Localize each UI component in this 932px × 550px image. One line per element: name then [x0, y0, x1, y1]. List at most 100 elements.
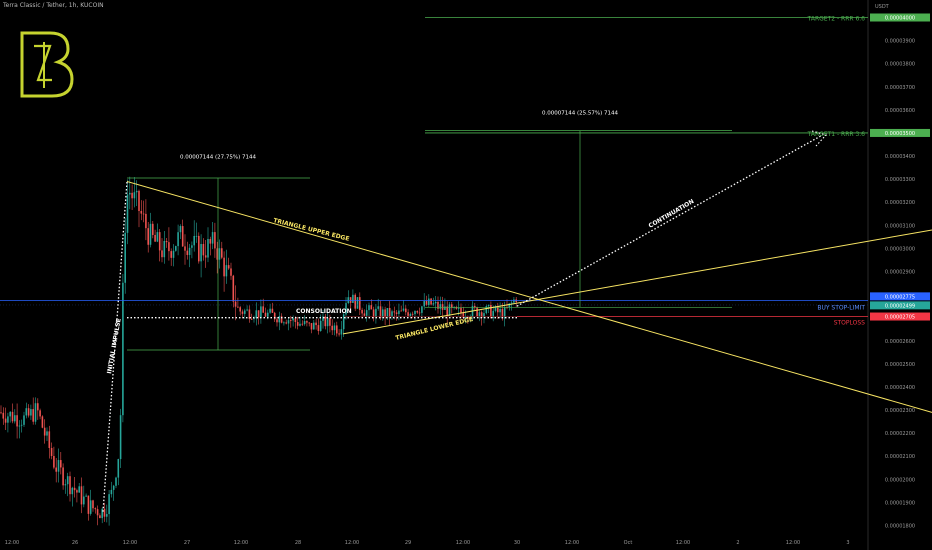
candle-body — [255, 310, 258, 319]
candle-body — [23, 415, 25, 425]
candle-body — [361, 309, 363, 314]
candle-body — [386, 307, 389, 318]
candle-body — [276, 319, 278, 323]
candle-body — [110, 489, 113, 495]
candle-body — [46, 431, 48, 436]
x-tick-label: 12:00 — [5, 540, 19, 546]
triangle-lower-label: TRIANGLE LOWER EDGE — [395, 316, 474, 342]
candle-body — [377, 306, 379, 309]
x-tick-label: 12:00 — [786, 540, 800, 546]
triangle-upper-label: TRIANGLE UPPER EDGE — [273, 217, 350, 243]
candle-body — [487, 305, 490, 307]
candle-body — [257, 310, 260, 318]
candle-body — [395, 312, 398, 314]
candle-body — [57, 460, 60, 472]
candle-body — [294, 318, 297, 323]
candle-body — [188, 247, 191, 255]
candle-body — [138, 190, 140, 212]
candle-body — [11, 411, 14, 422]
candle-body — [317, 325, 320, 332]
candle-body — [179, 226, 182, 233]
candle-body — [239, 307, 241, 312]
x-tick-label: 12:00 — [234, 540, 248, 546]
candle-body — [0, 412, 2, 414]
candle-body — [451, 304, 453, 308]
candle-body — [43, 427, 46, 436]
continuation-dotted-line — [516, 134, 823, 307]
candle-body — [474, 305, 476, 308]
candle-body — [290, 320, 292, 321]
candle-body — [393, 311, 396, 313]
brand-b-logo-icon — [20, 31, 74, 98]
candle-body — [483, 313, 485, 318]
candle-body — [283, 322, 285, 324]
candle-body — [237, 306, 239, 308]
y-tick-label: 0.00003800 — [885, 62, 915, 68]
candle-body — [244, 310, 246, 314]
candle-body — [490, 305, 492, 318]
candle-body — [41, 416, 44, 428]
candle-body — [27, 408, 30, 416]
x-tick-label: 12:00 — [565, 540, 579, 546]
candle-body — [515, 299, 517, 303]
candle-body — [204, 255, 207, 258]
candle-body — [154, 234, 156, 242]
candle-body — [464, 317, 467, 318]
candle-body — [428, 298, 430, 305]
candle-body — [55, 467, 57, 472]
candle-body — [315, 322, 317, 326]
candle-body — [202, 244, 205, 256]
y-tick-label: 0.00003100 — [885, 223, 915, 229]
candle-body — [89, 500, 92, 514]
price-flag — [870, 312, 930, 321]
candle-body — [223, 257, 225, 277]
y-tick-label: 0.00003900 — [885, 39, 915, 45]
candle-body — [165, 240, 168, 243]
candle-body — [352, 294, 354, 303]
x-tick-label: 27 — [184, 540, 190, 546]
candle-body — [296, 322, 299, 326]
price-flag-label: 0.00003500 — [885, 131, 915, 137]
candle-body — [418, 312, 421, 314]
candle-body — [388, 307, 391, 318]
candle-body — [214, 232, 216, 249]
candle-body — [211, 232, 214, 244]
candle-body — [87, 495, 90, 514]
y-tick-label: 0.00003300 — [885, 177, 915, 183]
candle-body — [423, 301, 425, 307]
candle-body — [99, 515, 101, 519]
measure-label: 0.00007144 (27.75%) 7144 — [180, 154, 256, 160]
candle-body — [175, 246, 177, 251]
candle-body — [501, 308, 504, 319]
y-tick-label: 0.00002100 — [885, 454, 915, 460]
price-flag-label: 0.00002705 — [885, 315, 915, 321]
candle-body — [402, 308, 405, 311]
candle-body — [457, 307, 460, 309]
candle-body — [324, 316, 327, 327]
y-tick-label: 0.00002000 — [885, 477, 915, 483]
candle-body — [66, 476, 69, 485]
y-tick-label: 0.00002300 — [885, 408, 915, 414]
y-tick-label: 0.00002200 — [885, 431, 915, 437]
candle-body — [416, 310, 419, 313]
candle-body — [299, 323, 301, 326]
candle-body — [476, 307, 478, 317]
level-label: TARGET2 - RRR 6.6 — [807, 16, 866, 23]
candle-body — [96, 509, 99, 516]
candle-body — [499, 308, 501, 313]
candle-body — [184, 246, 186, 251]
candle-body — [25, 408, 28, 416]
candle-body — [227, 265, 230, 269]
candle-body — [163, 240, 166, 258]
candle-body — [135, 190, 138, 193]
candle-body — [2, 412, 5, 419]
candle-body — [177, 232, 179, 247]
chart-title: Terra Classic / Tether, 1h, KUCOIN — [3, 2, 104, 9]
candle-body — [78, 486, 80, 493]
candle-body — [181, 226, 184, 247]
candle-body — [170, 251, 172, 258]
candle-body — [340, 329, 343, 335]
candle-body — [253, 318, 255, 320]
candle-body — [218, 248, 221, 260]
